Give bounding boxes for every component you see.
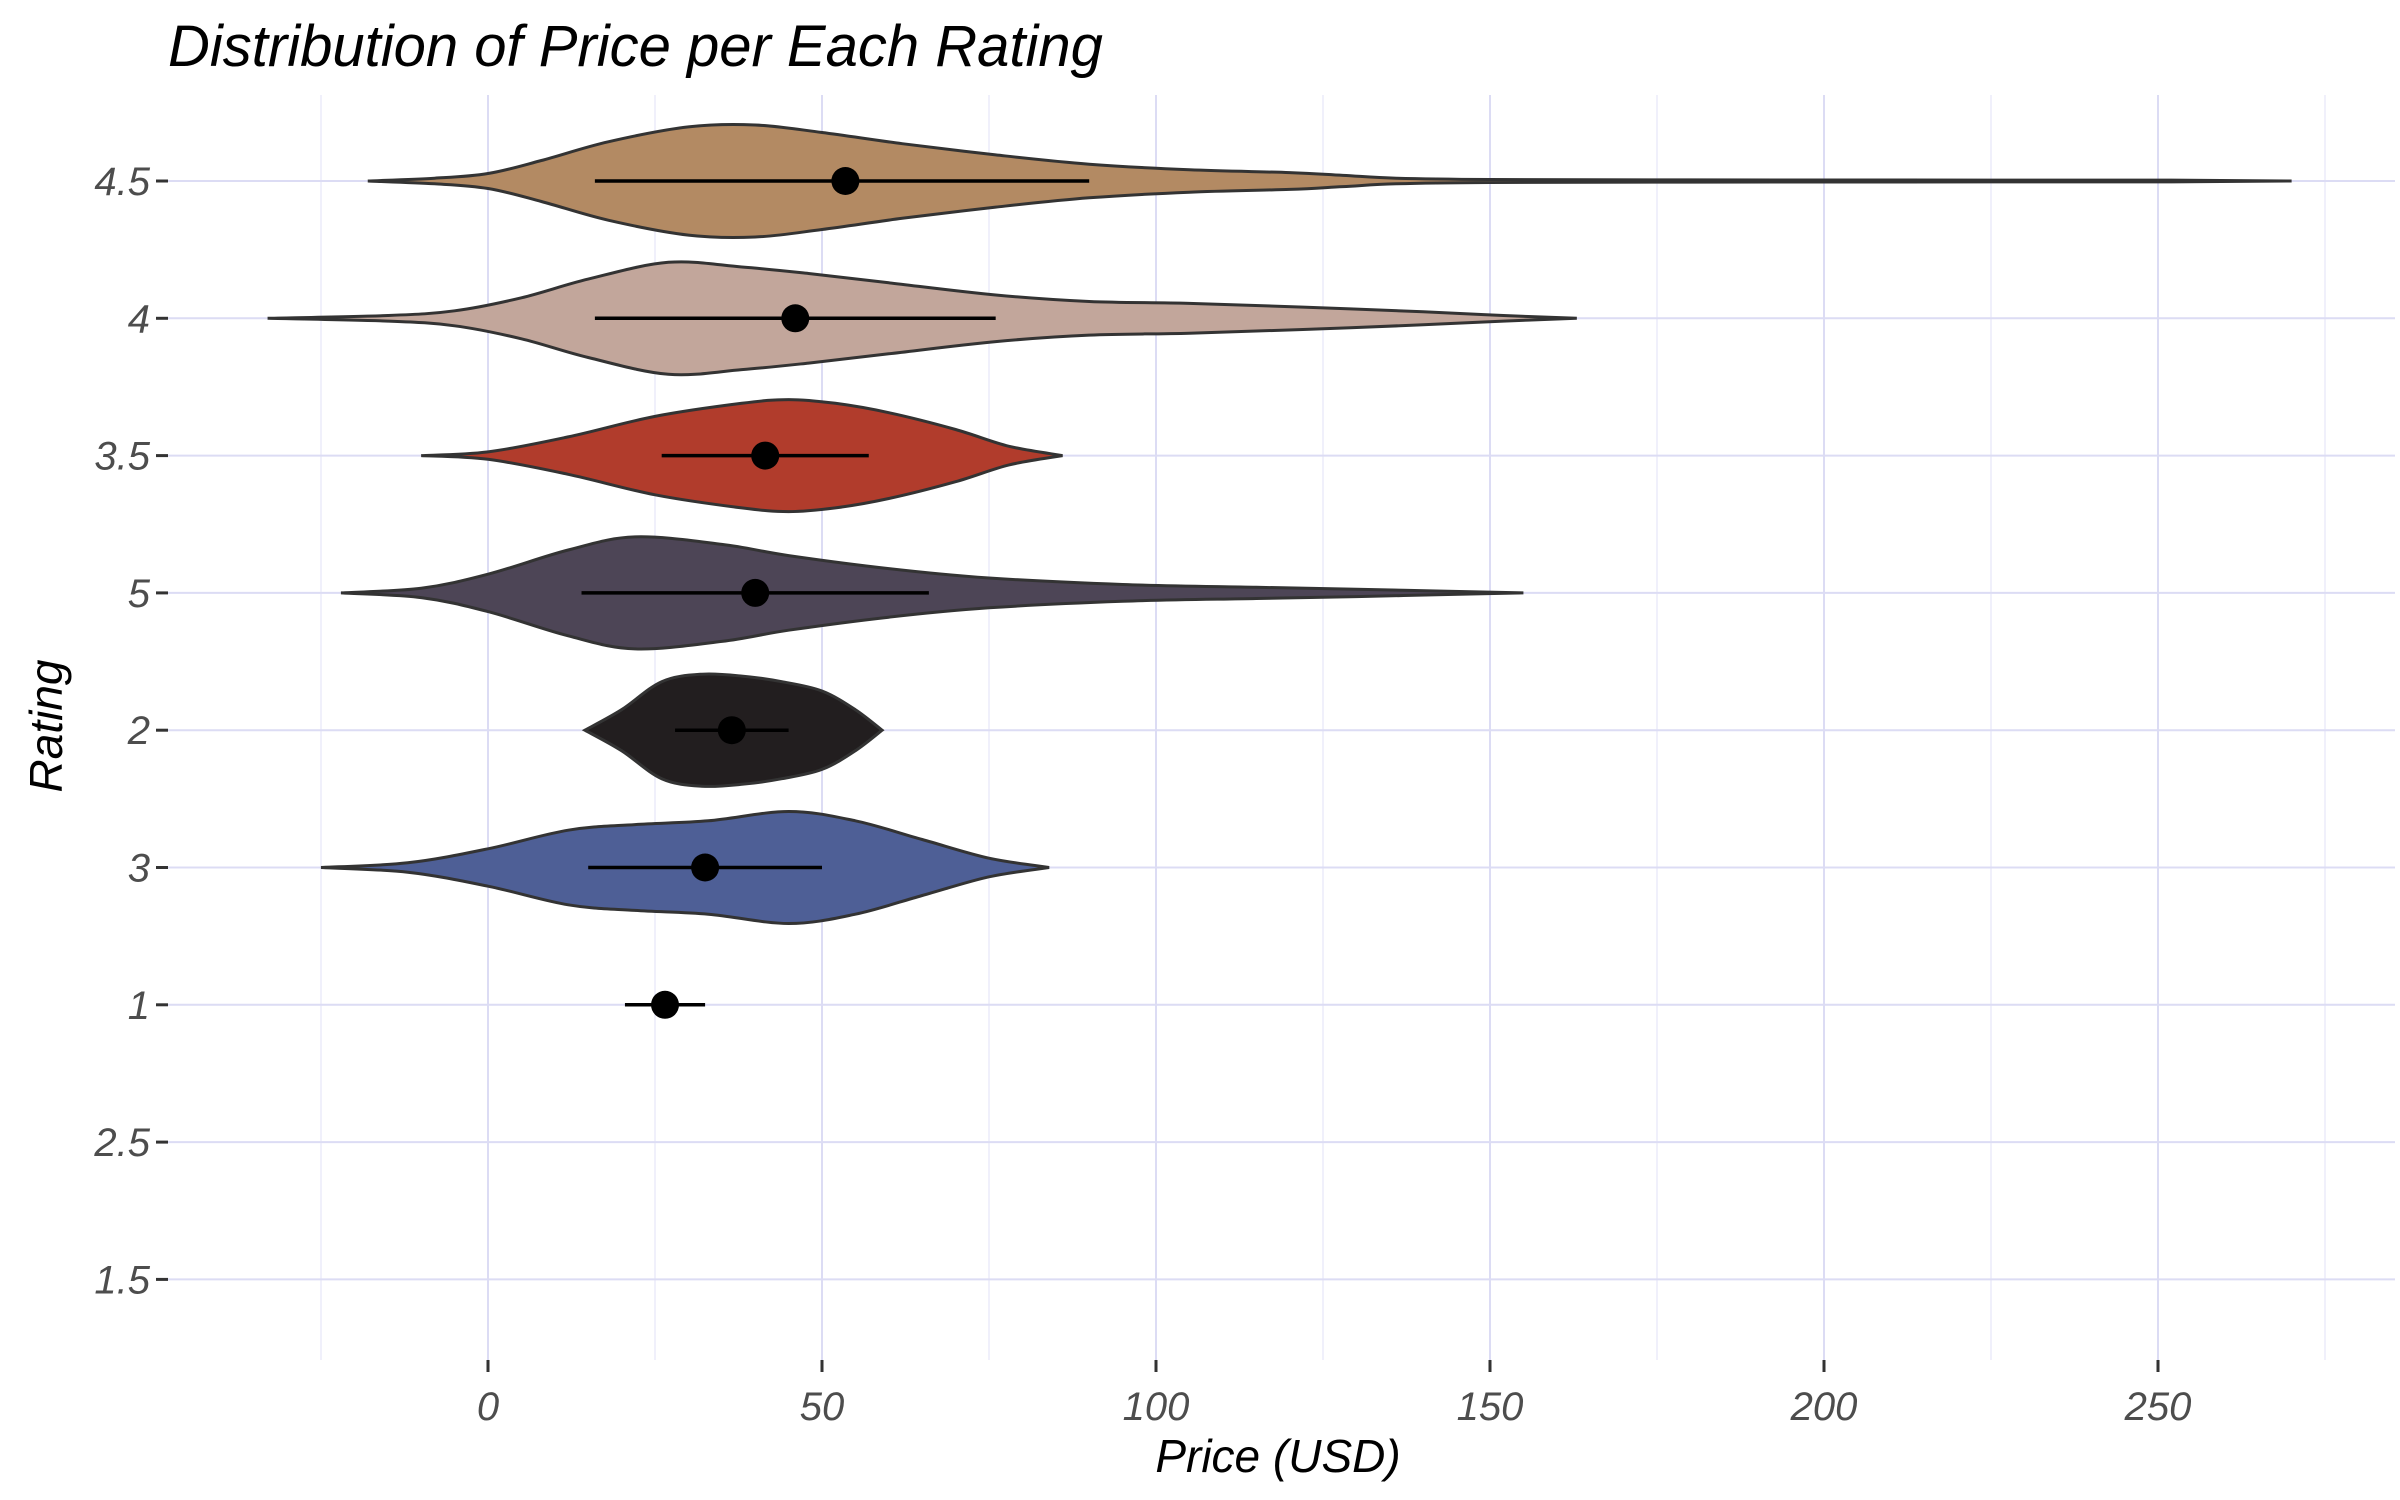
violin-rating-5 [340, 535, 1524, 651]
mean-point-rating-3 [691, 853, 720, 882]
x-axis-title: Price (USD) [1155, 1430, 1400, 1482]
x-tick-label: 250 [2124, 1385, 2192, 1429]
y-tick-label: 4 [128, 297, 150, 341]
y-tick-label: 3.5 [94, 435, 150, 479]
y-tick-label: 2 [127, 709, 150, 753]
summary-layer [581, 167, 1090, 1019]
y-axis: 4.5 4 3.5 5 2 3 1 2.5 1.5 [93, 160, 168, 1302]
violin-rating-4.5 [367, 122, 2292, 240]
violin-layer [267, 122, 2292, 926]
y-tick-label: 2.5 [93, 1121, 150, 1165]
mean-point-rating-4.5 [831, 167, 860, 195]
x-tick-label: 50 [800, 1385, 845, 1429]
y-tick-label: 1 [128, 984, 150, 1028]
grid-layer [168, 95, 2395, 1360]
y-tick-label: 3 [128, 847, 150, 891]
mean-point-rating-5 [741, 578, 770, 607]
y-tick-label: 4.5 [94, 160, 150, 204]
mean-point-rating-4 [781, 304, 810, 333]
chart-title: Distribution of Price per Each Rating [168, 14, 1103, 79]
y-tick-label: 5 [128, 572, 151, 616]
x-tick-label: 150 [1457, 1385, 1524, 1429]
y-tick-label: 1.5 [94, 1258, 150, 1302]
y-axis-title: Rating [20, 659, 72, 792]
mean-point-rating-3.5 [751, 441, 780, 470]
x-tick-label: 0 [477, 1385, 499, 1429]
mean-point-rating-1 [651, 990, 680, 1019]
x-tick-label: 100 [1123, 1385, 1190, 1429]
x-axis: 0 50 100 150 200 250 [477, 1360, 2192, 1429]
mean-point-rating-2 [717, 716, 746, 745]
x-tick-label: 200 [1790, 1385, 1858, 1429]
